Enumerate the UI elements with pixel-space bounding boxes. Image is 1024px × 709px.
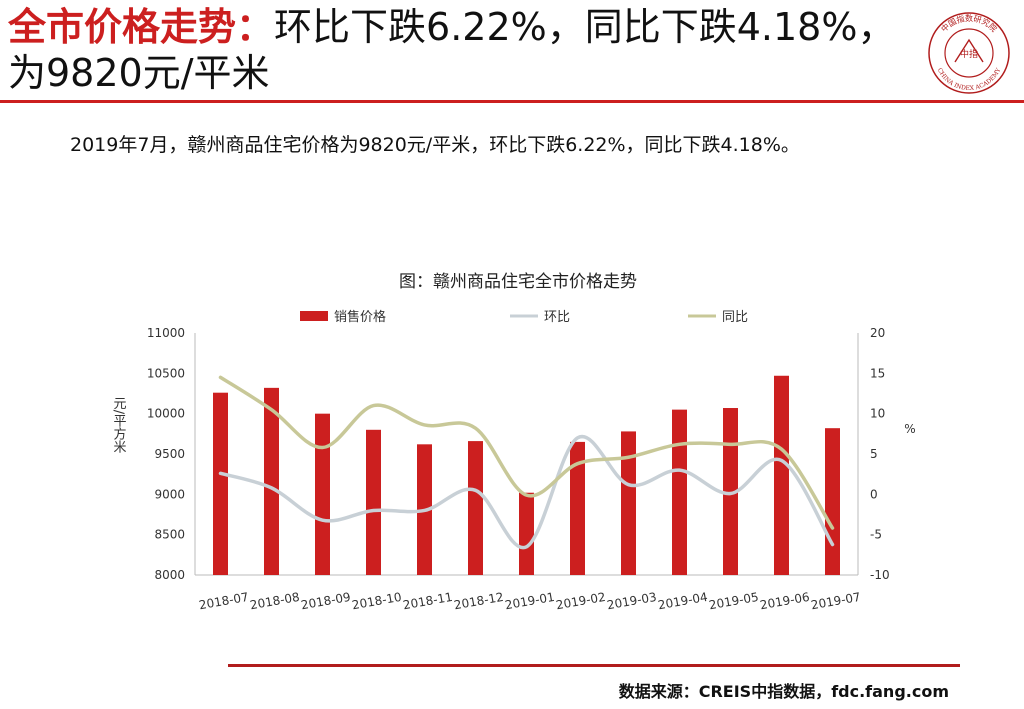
y2-axis-label: % (904, 422, 915, 436)
logo-center-text: 中指 (960, 48, 978, 60)
x-tick-label-2019-04: 2019-04 (657, 590, 709, 612)
yoy-line (218, 375, 835, 530)
headline-prefix: 全市价格走势： (8, 5, 275, 49)
x-tick-label-2018-09: 2018-09 (300, 590, 352, 612)
bar-2018-09 (315, 413, 330, 575)
y2-tick-label-5: 15 (870, 366, 885, 380)
x-tick-label-2019-05: 2019-05 (708, 590, 760, 612)
x-tick-label-2019-07: 2019-07 (810, 590, 862, 612)
logo: 中国指数研究院 CHINA INDEX ACADEMY 中指 (928, 12, 1010, 94)
x-tick-label-2018-07: 2018-07 (198, 590, 250, 612)
bar-2019-03 (621, 431, 636, 575)
x-tick-label-2018-10: 2018-10 (351, 590, 403, 612)
y-tick-label-3: 9500 (154, 447, 185, 461)
y2-tick-label-4: 10 (870, 407, 885, 421)
bar-2019-04 (672, 409, 687, 575)
y2-tick-label-6: 20 (870, 326, 885, 340)
y-tick-label-5: 10500 (147, 366, 185, 380)
bar-2018-08 (264, 387, 279, 575)
y2-tick-label-2: 0 (870, 487, 878, 501)
x-tick-label-2019-02: 2019-02 (555, 590, 607, 612)
logo-bottom-text: CHINA INDEX ACADEMY (936, 66, 1003, 92)
y-tick-label-6: 11000 (147, 326, 185, 340)
bar-2018-07 (213, 392, 228, 575)
y-tick-label-4: 10000 (147, 407, 185, 421)
legend-label-1: 销售价格 (334, 309, 386, 325)
bar-2019-07 (825, 428, 840, 575)
bar-2019-05 (723, 408, 738, 575)
logo-inner-ring (944, 28, 994, 78)
bar-2018-10 (366, 429, 381, 575)
bar-2019-01 (519, 492, 534, 575)
logo-outer-ring (928, 12, 1010, 94)
headline-text: 环比下跌6.22%，同比下跌4.18%，为9820元/平米 (8, 5, 896, 95)
data-source: 数据来源：CREIS中指数据，fdc.fang.com (618, 682, 949, 701)
mom-line (218, 434, 835, 550)
x-tick-label-2018-08: 2018-08 (249, 590, 301, 612)
bottom-divider (228, 664, 960, 667)
y-tick-label-1: 8500 (154, 528, 185, 542)
chart-title: 图：赣州商品住宅全市价格走势 (399, 272, 637, 292)
y2-tick-label-3: 5 (870, 447, 878, 461)
summary-text: 2019年7月，赣州商品住宅价格为9820元/平米，环比下跌6.22%，同比下跌… (70, 134, 800, 156)
bar-2019-06 (774, 375, 789, 575)
legend-label-2: 环比 (544, 310, 570, 325)
logo-mark-icon (954, 38, 984, 63)
headline: 全市价格走势：环比下跌6.22%，同比下跌4.18%，为9820元/平米 (8, 4, 908, 96)
y-tick-label-2: 9000 (154, 487, 185, 501)
x-tick-label-2018-12: 2018-12 (453, 590, 505, 612)
legend-label-3: 同比 (722, 310, 748, 325)
y2-tick-label-0: -10 (870, 568, 890, 582)
x-tick-label-2018-11: 2018-11 (402, 590, 454, 612)
x-tick-label-2019-03: 2019-03 (606, 590, 658, 612)
logo-top-text: 中国指数研究院 (939, 13, 999, 34)
x-tick-label-2019-06: 2019-06 (759, 590, 811, 612)
y-tick-label-0: 8000 (154, 568, 185, 582)
bar-2019-02 (570, 441, 585, 575)
legend-swatch-1 (300, 311, 328, 321)
y-axis-label: 元/平方米 (111, 397, 127, 454)
top-divider (0, 100, 1024, 103)
bar-2018-12 (468, 441, 483, 575)
x-tick-label-2019-01: 2019-01 (504, 590, 556, 612)
y2-tick-label-1: -5 (870, 528, 882, 542)
